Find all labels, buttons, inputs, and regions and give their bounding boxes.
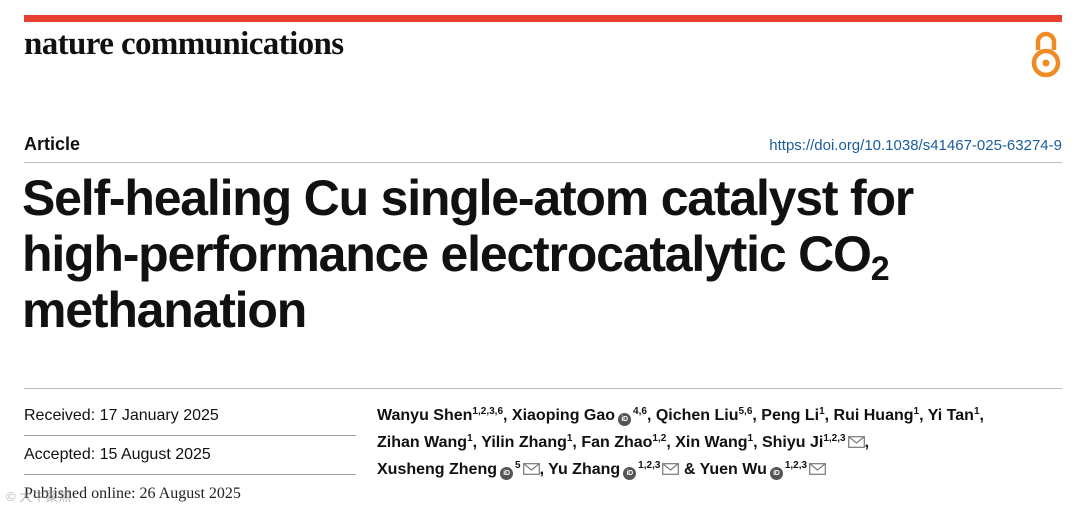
journal-name[interactable]: nature communications (24, 26, 344, 62)
affiliation-superscript: 1 (566, 433, 573, 444)
author-separator: & (679, 461, 700, 478)
email-icon[interactable] (809, 463, 826, 475)
author-separator: , (979, 407, 984, 424)
received-date: Received: 17 January 2025 (24, 407, 219, 424)
author-name[interactable]: Rui Huang (833, 407, 914, 424)
affiliation-superscript: 1,2,3 (784, 460, 808, 471)
author-name[interactable]: Wanyu Shen (377, 407, 473, 424)
open-access-icon[interactable] (1028, 28, 1064, 80)
email-icon[interactable] (522, 463, 540, 475)
author-name[interactable]: Yu Zhang (548, 461, 621, 478)
author-separator: , (753, 434, 762, 451)
title-line-2: high-performance electrocatalytic CO2 (22, 226, 890, 288)
author-name[interactable]: Xiaoping Gao (511, 407, 616, 424)
author-separator: , (572, 434, 582, 451)
affiliation-superscript: 1 (913, 406, 920, 417)
email-icon[interactable] (847, 436, 865, 448)
author-name[interactable]: Fan Zhao (581, 434, 653, 451)
author-list: Wanyu Shen1,2,3,6, Xiaoping Gao iD4,6, Qi… (377, 402, 1067, 483)
author-line: Xusheng Zheng iD5, Yu Zhang iD1,2,3 & Yuen… (377, 456, 1067, 483)
author-separator: , (503, 407, 512, 424)
author-name[interactable]: Yuen Wu (699, 461, 767, 478)
author-separator: , (919, 407, 928, 424)
affiliation-superscript: 4,6 (633, 406, 647, 417)
author-name[interactable]: Yilin Zhang (481, 434, 567, 451)
affiliation-superscript: 1,2,3,6 (472, 406, 504, 417)
author-separator: , (539, 461, 549, 478)
doi-link[interactable]: https://doi.org/10.1038/s41467-025-63274… (769, 137, 1062, 154)
affiliation-superscript: 1,2,3 (823, 433, 846, 444)
author-separator: , (824, 407, 834, 424)
author-line: Zihan Wang1, Yilin Zhang1, Fan Zhao1,2, … (377, 429, 1067, 456)
email-icon[interactable] (662, 463, 680, 475)
orcid-icon[interactable]: iD (500, 467, 513, 480)
affiliation-superscript: 1 (819, 406, 825, 417)
author-name[interactable]: Xin Wang (675, 434, 748, 451)
orcid-icon[interactable]: iD (769, 467, 783, 480)
author-name[interactable]: Shiyu Ji (761, 434, 824, 451)
date-divider (24, 474, 356, 475)
article-title: Self-healing Cu single-atom catalyst for… (22, 170, 1062, 338)
author-separator: , (646, 407, 656, 424)
journal-accent-bar (24, 15, 1062, 22)
affiliation-superscript: 1 (973, 406, 980, 417)
author-name[interactable]: Xusheng Zheng (377, 461, 497, 478)
title-line-3: methanation (22, 282, 307, 338)
author-name[interactable]: Qichen Liu (655, 407, 739, 424)
affiliation-superscript: 1 (747, 433, 754, 444)
affiliation-superscript: 1,2 (652, 433, 667, 444)
author-name[interactable]: Peng Li (761, 407, 820, 424)
author-separator: , (864, 434, 870, 451)
date-divider (24, 435, 356, 436)
affiliation-superscript: 5 (515, 460, 521, 471)
header-divider (24, 162, 1062, 163)
orcid-icon[interactable]: iD (618, 413, 632, 426)
author-separator: , (666, 434, 676, 451)
affiliation-superscript: 5,6 (738, 406, 753, 417)
author-separator: , (752, 407, 762, 424)
affiliation-superscript: 1 (467, 433, 473, 444)
author-line: Wanyu Shen1,2,3,6, Xiaoping Gao iD4,6, Qi… (377, 402, 1067, 429)
affiliation-superscript: 1,2,3 (638, 460, 661, 471)
author-separator: , (472, 434, 482, 451)
orcid-icon[interactable]: iD (623, 467, 637, 480)
author-name[interactable]: Yi Tan (927, 407, 974, 424)
article-type: Article (24, 134, 81, 154)
title-line-1: Self-healing Cu single-atom catalyst for (22, 170, 914, 226)
watermark: © 大牛聚焦 (6, 489, 72, 504)
accepted-date: Accepted: 15 August 2025 (24, 446, 211, 463)
author-name[interactable]: Zihan Wang (377, 434, 468, 451)
published-date: Published online: 26 August 2025 (24, 485, 241, 502)
title-divider (24, 388, 1062, 389)
